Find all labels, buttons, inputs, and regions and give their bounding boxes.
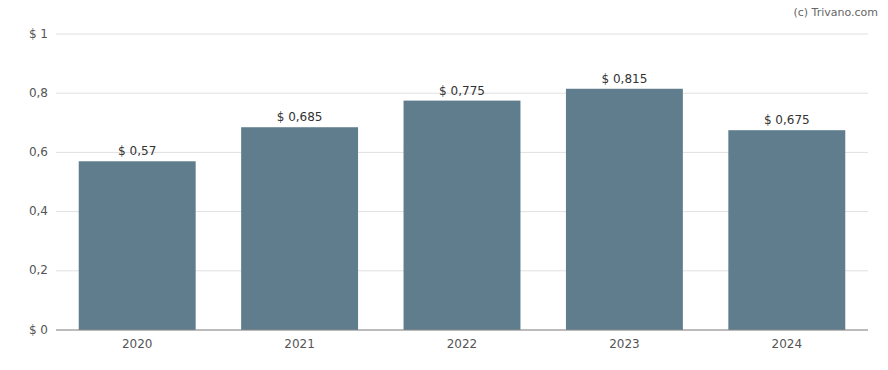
- grid-line: [56, 330, 868, 331]
- bar: [566, 89, 683, 330]
- y-tick-label: 0,8: [29, 86, 48, 100]
- x-tick-label: 2023: [609, 337, 640, 351]
- data-labels: $ 0,57 $ 0,685 $ 0,775 $ 0,815 $ 0,675: [118, 72, 810, 159]
- chart-svg: $ 0 0,2 0,4 0,6 0,8 $ 1 2020 2021 2022 2023 2024 $ …: [0, 0, 888, 370]
- bar: [79, 161, 196, 330]
- bar: [241, 127, 358, 330]
- x-tick-label: 2022: [447, 337, 478, 351]
- y-tick-label: 0,2: [29, 263, 48, 277]
- x-axis: 2020 2021 2022 2023 2024: [56, 330, 868, 351]
- bars: [79, 89, 846, 330]
- x-tick-label: 2020: [122, 337, 153, 351]
- y-tick-label: 0,4: [29, 204, 48, 218]
- chart-container: $ 0 0,2 0,4 0,6 0,8 $ 1 2020 2021 2022 2023 2024 $ …: [0, 0, 888, 370]
- data-label: $ 0,815: [601, 72, 647, 86]
- y-tick-label: $ 0: [29, 323, 48, 337]
- x-tick-label: 2021: [284, 337, 315, 351]
- y-grid: [56, 34, 868, 330]
- bar: [404, 101, 521, 330]
- data-label: $ 0,675: [764, 113, 810, 127]
- y-axis: $ 0 0,2 0,4 0,6 0,8 $ 1: [29, 27, 48, 337]
- annotation: (c) Trivano.com: [793, 6, 878, 19]
- x-axis-line: [56, 330, 868, 331]
- y-tick-label: $ 1: [29, 27, 48, 41]
- grid-line: [56, 34, 868, 35]
- data-label: $ 0,57: [118, 144, 156, 158]
- y-tick-label: 0,6: [29, 145, 48, 159]
- x-tick-label: 2024: [772, 337, 803, 351]
- data-label: $ 0,685: [277, 110, 323, 124]
- bar: [728, 130, 845, 330]
- data-label: $ 0,775: [439, 84, 485, 98]
